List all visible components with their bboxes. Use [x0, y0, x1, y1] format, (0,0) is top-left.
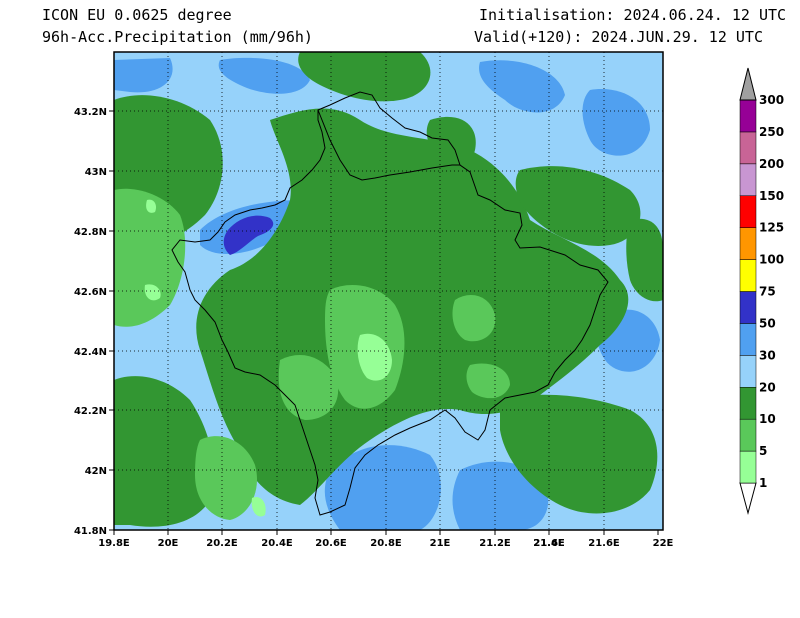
light-green-sw — [251, 496, 266, 517]
colorbar-level-label: 1 — [759, 476, 767, 490]
field-title: 96h-Acc.Precipitation (mm/96h) — [42, 28, 313, 46]
mid-green-sw — [195, 436, 258, 520]
colorbar-segment — [739, 227, 757, 260]
blue-patch-left-top — [114, 58, 173, 93]
lon-tick-label: 21.2E — [479, 538, 511, 549]
blue-patch-bottom — [324, 445, 441, 530]
mid-green-east — [466, 363, 510, 399]
lat-tick-label: 43N — [85, 167, 107, 178]
colorbar-segment — [739, 450, 757, 484]
dark-blue-patch — [223, 215, 274, 255]
blue-patch-bottom-right — [452, 461, 549, 530]
light-green-west — [144, 284, 161, 301]
lat-tick-label: 42N — [85, 466, 107, 477]
colorbar-segment — [739, 259, 757, 292]
light-green-nw — [146, 199, 157, 213]
green-southeast — [500, 394, 658, 514]
colorbar-level-label: 250 — [759, 125, 784, 139]
blue-patch-right — [582, 89, 650, 156]
lon-tick-label: 20.6E — [315, 538, 347, 549]
lon-tick-label: 20.4E — [261, 538, 293, 549]
lat-tick-label: 42.4N — [74, 347, 107, 358]
colorbar-segment — [739, 355, 757, 388]
lon-tick-label: 21.4E — [533, 538, 565, 549]
colorbar-level-label: 50 — [759, 316, 776, 330]
colorbar-level-label: 10 — [759, 412, 776, 426]
colorbar-bottom-arrow — [739, 482, 757, 515]
colorbar-segment — [739, 291, 757, 324]
colorbar-level-label: 100 — [759, 253, 784, 267]
blue-patch-top — [218, 57, 310, 94]
precipitation-field — [114, 52, 663, 530]
colorbar-segment — [739, 163, 757, 196]
lat-tick-label: 41.8N — [74, 526, 107, 537]
lat-tick-label: 42.6N — [74, 287, 107, 298]
colorbar-top-arrow — [739, 67, 757, 101]
lat-tick-label: 43.2N — [74, 107, 107, 118]
lon-tick-label: 21E — [430, 538, 451, 549]
green-east-mid — [626, 218, 663, 302]
mid-green-west — [114, 188, 186, 327]
lat-tick-label: 42.8N — [74, 227, 107, 238]
lon-tick-label: 22E — [653, 538, 674, 549]
init-time: Initialisation: 2024.06.24. 12 UTC — [479, 6, 787, 24]
lon-tick-label: 20E — [158, 538, 179, 549]
lon-tick-label: 20.2E — [206, 538, 238, 549]
lat-tick-label: 42.2N — [74, 406, 107, 417]
light-green-center — [357, 333, 392, 381]
colorbar-segment — [739, 418, 757, 452]
valid-time: Valid(+120): 2024.JUN.29. 12 UTC — [474, 28, 763, 46]
lon-tick-label: 21.6E — [588, 538, 620, 549]
colorbar-segment — [739, 387, 757, 420]
colorbar-level-label: 125 — [759, 221, 784, 235]
colorbar-legend: 1 5 10 20 30 50 75 100 125 150 200 250 300 — [739, 67, 784, 515]
colorbar-level-label: 30 — [759, 348, 776, 362]
green-north-east — [426, 116, 476, 166]
tick-marks — [109, 110, 659, 535]
colorbar-level-label: 150 — [759, 189, 784, 203]
border-line-kosovo-north — [317, 109, 460, 181]
colorbar-level-label: 5 — [759, 444, 767, 458]
lon-tick-label: 21.6E — [533, 538, 565, 549]
colorbar-level-label: 75 — [759, 285, 776, 299]
colorbar-segment — [739, 99, 757, 133]
colorbar-segment — [739, 131, 757, 165]
green-east-top — [515, 166, 641, 246]
lon-tick-label: 20.8E — [370, 538, 402, 549]
colorbar-level-label: 20 — [759, 380, 776, 394]
colorbar-segment — [739, 195, 757, 228]
colorbar-level-label: 200 — [759, 157, 784, 171]
blue-patch-top-right — [479, 60, 565, 113]
colorbar-level-label: 300 — [759, 93, 784, 107]
green-southwest — [114, 376, 214, 527]
lon-tick-label: 19.8E — [98, 538, 130, 549]
mid-green-center-right — [452, 295, 496, 342]
colorbar-segment — [739, 323, 757, 356]
model-title: ICON EU 0.0625 degree — [42, 6, 232, 24]
